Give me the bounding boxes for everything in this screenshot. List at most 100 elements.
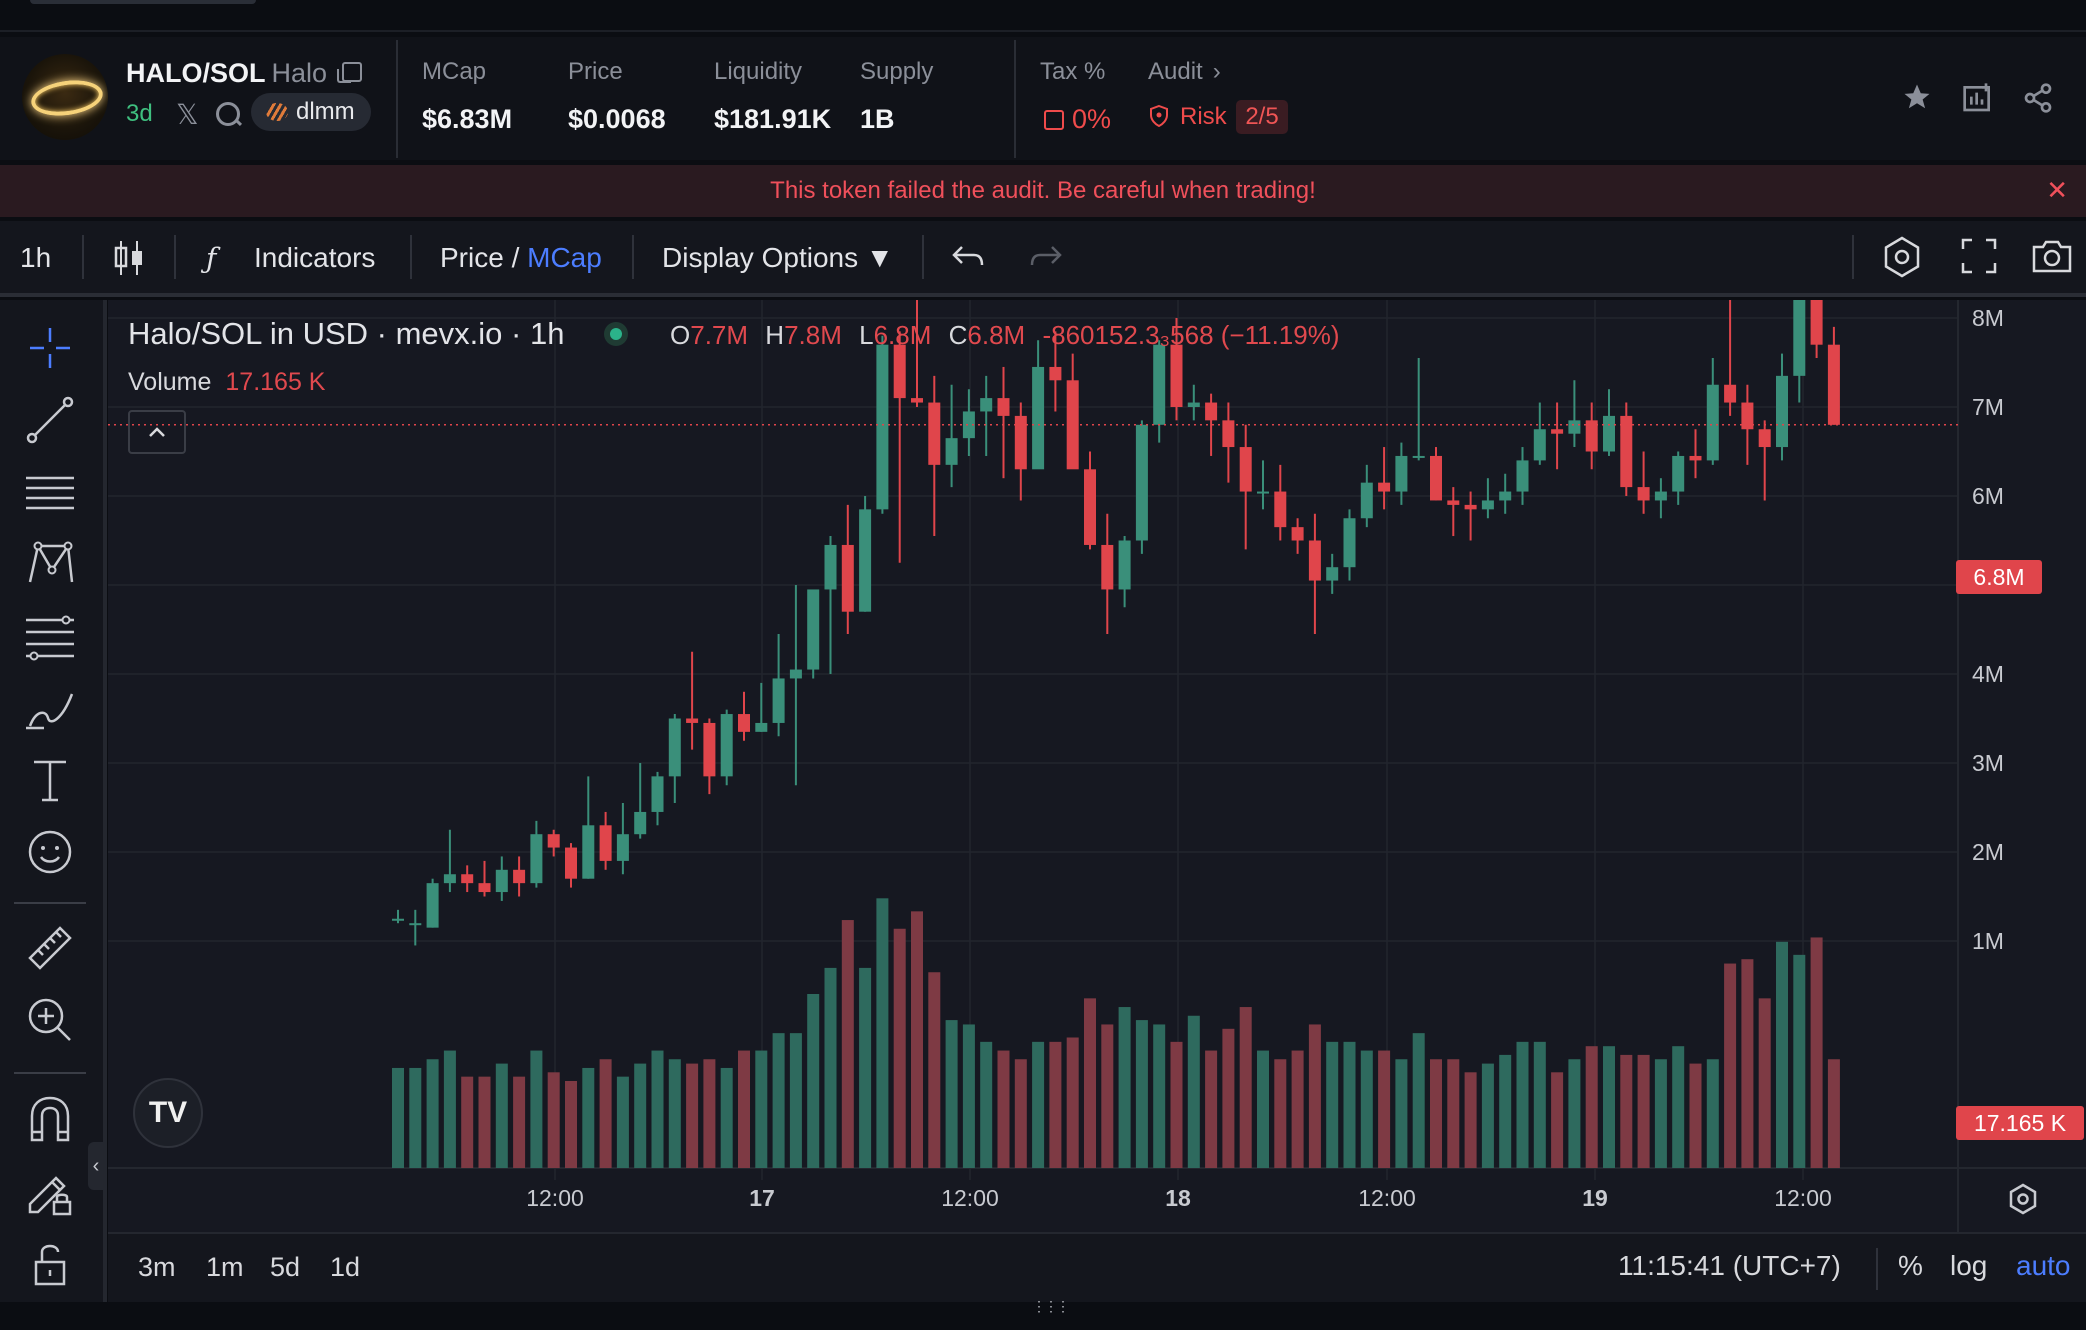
candle-body (426, 883, 439, 928)
volume-bar (426, 1059, 439, 1168)
tradingview-logo[interactable]: TV (133, 1078, 203, 1148)
chart-clock[interactable]: 11:15:41 (UTC+7) (1618, 1250, 1841, 1281)
meteora-icon (266, 103, 288, 121)
close-icon[interactable]: ✕ (2046, 175, 2068, 205)
share-icon[interactable] (2022, 82, 2054, 114)
indicators-button[interactable]: Indicators (254, 242, 376, 273)
volume-bar (893, 928, 906, 1168)
price-axis-label: 8M (1972, 305, 2004, 331)
dex-badge[interactable]: dlmm (251, 93, 371, 131)
stat-value-liquidity: $181.91K (714, 104, 832, 134)
candle-body (1135, 424, 1148, 541)
footer-strip: ⋮⋮⋮ (0, 1298, 2086, 1330)
pattern-icon[interactable] (22, 536, 78, 592)
volume-bar (1222, 1028, 1235, 1168)
lock-drawing-icon[interactable] (22, 1164, 78, 1220)
collapse-legend-button[interactable] (128, 410, 186, 454)
risk-score-badge[interactable]: 2/5 (1236, 100, 1288, 134)
candle-body (738, 714, 750, 732)
candles-type-icon[interactable] (112, 239, 146, 277)
volume-bar (530, 1050, 543, 1168)
search-icon[interactable] (216, 102, 240, 126)
candle-body (928, 402, 941, 465)
text-tool-icon[interactable] (22, 752, 78, 808)
volume-bar (461, 1076, 474, 1168)
collapse-toolbar-icon[interactable]: ‹ (88, 1142, 104, 1190)
fullscreen-icon[interactable] (1960, 237, 1998, 275)
volume-bar (565, 1081, 577, 1168)
pair-symbol: HALO/SOL (126, 58, 266, 88)
log-scale-toggle[interactable]: log (1950, 1250, 1988, 1281)
settings-icon[interactable] (1880, 235, 1924, 279)
stat-label-price: Price (568, 58, 623, 85)
zoom-in-icon[interactable] (22, 992, 78, 1048)
horizontal-lines-icon[interactable] (22, 464, 78, 520)
range-5d-button[interactable]: 5d (270, 1252, 301, 1282)
volume-bar (928, 972, 941, 1168)
price-chart[interactable]: 9M8M7M6M5M4M3M2M1M12:001712:001812:00191… (108, 300, 2086, 1232)
volume-bar (1274, 1059, 1287, 1168)
volume-bar (1257, 1050, 1269, 1168)
stat-value-mcap: $6.83M (422, 104, 513, 134)
volume-bar (1706, 1059, 1719, 1168)
undo-icon[interactable] (950, 243, 986, 273)
volume-bar (1360, 1050, 1373, 1168)
auto-scale-toggle[interactable]: auto (2016, 1250, 2071, 1281)
candle-body (1672, 455, 1685, 492)
candle-body (651, 776, 664, 812)
candle-body (720, 714, 733, 777)
camera-icon[interactable] (2030, 237, 2074, 275)
volume-legend[interactable]: Volume 17.165 K (128, 368, 325, 397)
copy-icon[interactable] (337, 62, 362, 83)
candle-body (1084, 469, 1096, 545)
time-axis-label: 17 (749, 1185, 775, 1211)
time-axis-label: 12:00 (526, 1185, 584, 1211)
volume-bar (1533, 1041, 1546, 1168)
display-options-dropdown[interactable]: Display Options ▼ (662, 242, 894, 273)
candle-body (1758, 429, 1771, 448)
axis-settings-icon[interactable] (2006, 1182, 2040, 1216)
candle-body (703, 722, 716, 777)
time-axis-label: 18 (1165, 1185, 1191, 1211)
volume-bar (980, 1041, 993, 1168)
candle-body (1827, 344, 1840, 425)
compare-icon[interactable] (1962, 82, 1994, 114)
volume-bar (582, 1067, 595, 1168)
candle-body (1654, 491, 1667, 501)
volume-bar (1620, 1054, 1633, 1168)
candle-body (1533, 429, 1546, 461)
interval-selector[interactable]: 1h (20, 242, 52, 273)
range-3m-button[interactable]: 3m (138, 1252, 176, 1282)
star-icon[interactable] (1902, 82, 1932, 112)
price-mcap-toggle[interactable]: Price / MCap (440, 242, 602, 274)
brush-icon[interactable] (22, 680, 78, 736)
magnet-icon[interactable] (22, 1092, 78, 1148)
function-icon: ƒ (206, 242, 217, 275)
volume-bar (651, 1050, 664, 1168)
candle-body (547, 834, 560, 848)
redo-icon[interactable] (1028, 243, 1064, 273)
tax-value: 0% (1072, 104, 1112, 134)
percent-scale-toggle[interactable]: % (1898, 1250, 1923, 1281)
pair-title: HALO/SOL Halo (126, 58, 327, 89)
trend-line-icon[interactable] (22, 392, 78, 448)
volume-bar (1516, 1041, 1529, 1168)
candlestick-chart-svg[interactable]: 9M8M7M6M5M4M3M2M1M12:001712:001812:00191… (108, 300, 2086, 1232)
crosshair-icon[interactable] (22, 320, 78, 376)
unlock-icon[interactable] (22, 1236, 78, 1292)
range-1d-button[interactable]: 1d (330, 1252, 361, 1282)
chart-toolbar: 1h ƒ Indicators Price / MCap Display Opt… (0, 221, 2086, 297)
chart-symbol-legend[interactable]: Halo/SOL in USD · mevx.io · 1h (128, 316, 565, 351)
ruler-icon[interactable] (22, 920, 78, 976)
x-social-icon[interactable]: 𝕏 (176, 99, 199, 130)
volume-bar (1776, 941, 1788, 1168)
range-1m-button[interactable]: 1m (206, 1252, 244, 1282)
resize-handle-icon[interactable]: ⋮⋮⋮ (1032, 1298, 1070, 1314)
volume-bar (599, 1059, 612, 1168)
candle-body (1032, 366, 1045, 470)
candle-body (945, 438, 958, 465)
volume-bar (1205, 1050, 1218, 1168)
emoji-icon[interactable] (22, 824, 78, 880)
fib-retracement-icon[interactable] (22, 608, 78, 664)
audit-link[interactable]: Audit › (1148, 58, 1221, 86)
